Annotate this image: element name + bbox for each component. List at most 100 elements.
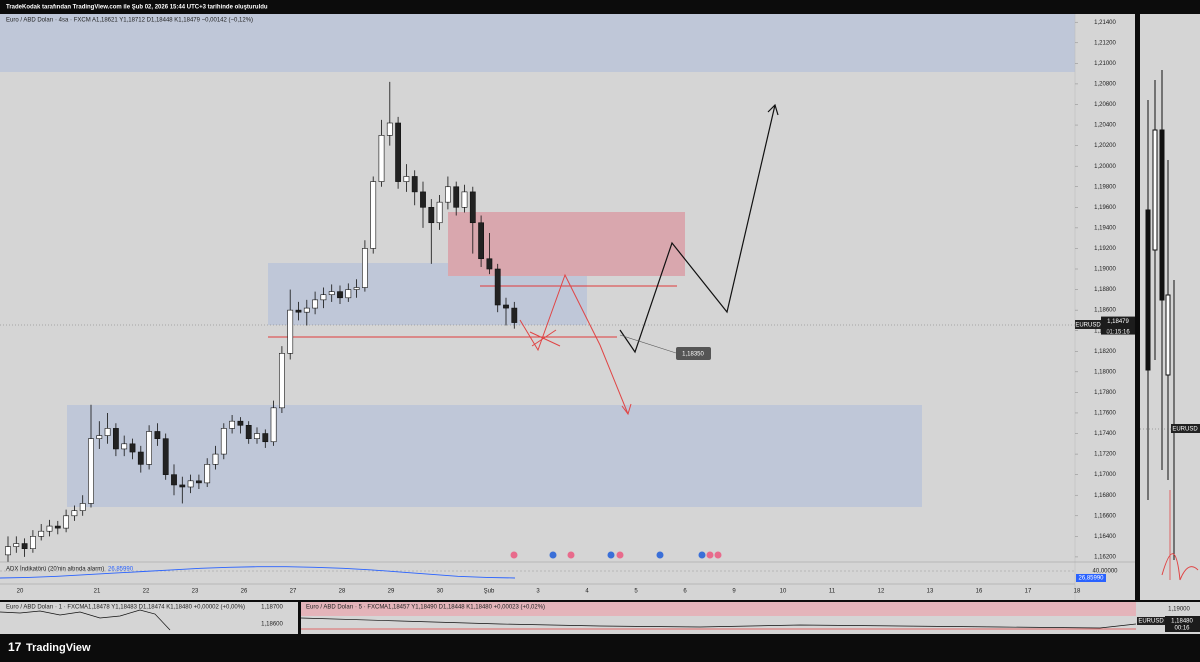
x-tick-label: 16: [976, 589, 983, 595]
candle-body: [436, 201, 443, 224]
candle-body: [303, 307, 310, 313]
candle-body: [287, 309, 294, 354]
panel-axis-label: 1,18600: [261, 622, 283, 628]
date-axis: 20 21 22 23 26 27 28 29 30 Şub 3 4 5 6 9 10 11 12 13 16 17 18: [17, 589, 1081, 595]
x-tick-label: 4: [585, 589, 589, 595]
candle-body: [453, 186, 460, 208]
symbol-tag-label: EURUSD: [1075, 323, 1101, 329]
y-tick-label: 1,17000: [1094, 472, 1116, 478]
y-tick-label: 1,17200: [1094, 452, 1116, 458]
y-tick-label: 1,16800: [1094, 493, 1116, 499]
candle-body: [353, 287, 360, 290]
candle-body: [38, 530, 45, 537]
attribution: TradeKodak tarafından TradingView.com il…: [6, 5, 268, 11]
side-candles: [1145, 70, 1175, 560]
x-tick-label: 20: [17, 589, 24, 595]
y-tick-label: 1,18800: [1094, 287, 1116, 293]
candle-body: [461, 191, 468, 208]
y-tick-label: 1,19800: [1094, 184, 1116, 190]
candle-body: [403, 176, 410, 182]
candle-body: [428, 207, 435, 224]
symbol-tag: [1171, 424, 1200, 433]
countdown: 00:16: [1174, 626, 1190, 632]
candle-body: [137, 451, 144, 465]
candle-body: [386, 122, 393, 136]
y-tick-label: 40,00000: [1092, 569, 1118, 575]
candle-body: [345, 289, 352, 299]
brand: TradingView: [26, 642, 91, 654]
event-icons: [510, 551, 722, 559]
candle-body: [254, 433, 260, 439]
arrowhead: [621, 403, 632, 416]
zone: [67, 405, 922, 507]
y-tick-label: 1,19000: [1094, 267, 1116, 273]
price-line: [300, 617, 1137, 629]
countdown: 01:15:16: [1106, 330, 1130, 336]
x-tick-label: 3: [536, 589, 540, 595]
candle-body: [370, 181, 377, 249]
symbol-tag: [1137, 617, 1165, 625]
x-tick-label: 30: [437, 589, 444, 595]
candle-body: [320, 294, 327, 301]
candle-body: [245, 424, 252, 439]
candle-body: [378, 135, 385, 182]
chart-title: Euro / ABD Doları · 4sa · FXCM: [6, 18, 91, 24]
candle-body: [262, 433, 269, 443]
x-tick-label: 6: [683, 589, 687, 595]
x-tick-label: 22: [143, 589, 150, 595]
panel-title: Euro / ABD Doları · 5 · FXCM: [306, 605, 384, 611]
panel-axis-label: 1,18700: [261, 605, 283, 611]
projection-arrow: [519, 273, 629, 415]
price-tag: [1165, 616, 1200, 632]
adx-line: [0, 566, 516, 579]
candle-body: [494, 268, 501, 306]
y-tick-label: 1,20600: [1094, 102, 1116, 108]
y-tick-label: 1,19200: [1094, 246, 1116, 252]
y-tick-label: 1,18200: [1094, 349, 1116, 355]
candle-body: [179, 484, 186, 488]
x-tick-label: 10: [780, 589, 787, 595]
x-tick-label: Şub: [484, 589, 495, 595]
x-tick-label: 13: [927, 589, 934, 595]
candle-body: [478, 222, 484, 260]
candle-body: [63, 515, 69, 529]
candle-body: [337, 291, 343, 299]
candle-body: [420, 191, 426, 208]
y-tick-label: 1,16400: [1094, 534, 1116, 540]
candle-body: [395, 122, 401, 182]
candle-body: [146, 431, 152, 465]
y-tick-label: 1,20400: [1094, 123, 1116, 129]
y-tick-label: 1,20000: [1094, 164, 1116, 170]
zone: [0, 14, 1075, 72]
candle-body: [162, 438, 169, 475]
candle-body: [237, 420, 244, 426]
y-tick-label: 1,18000: [1094, 369, 1116, 375]
x-tick-label: 18: [1074, 589, 1081, 595]
y-tick-label: 1,21000: [1094, 61, 1116, 67]
candle-body: [171, 474, 177, 486]
panel-legend: A1,18478 Y1,18483 D1,18474 K1,18480 +0,0…: [84, 605, 245, 611]
candle-body: [212, 453, 219, 465]
callout-line: [619, 334, 677, 354]
side-indicator: [1161, 553, 1199, 581]
ohlc-legend: A1,18621 Y1,18712 D1,18448 K1,18479 −0,0…: [92, 18, 253, 24]
y-tick-label: 1,18600: [1094, 308, 1116, 314]
candle-body: [29, 536, 36, 549]
logo-mark: 17: [8, 640, 22, 654]
candle-body: [5, 546, 11, 556]
x-tick-label: 21: [94, 589, 101, 595]
price-tag-label: 1,18479: [1107, 319, 1129, 325]
y-tick-label: 1,20200: [1094, 143, 1116, 149]
candles: [5, 81, 518, 563]
x-tick-label: 23: [192, 589, 199, 595]
candle-body: [328, 291, 335, 296]
y-tick-label: 1,19600: [1094, 205, 1116, 211]
candle-body: [113, 428, 119, 450]
price-tag-label: 1,18480: [1171, 619, 1193, 625]
candle-body: [71, 510, 78, 517]
panel-axis-label: 1,19000: [1168, 607, 1190, 613]
y-tick-label: 1,21400: [1094, 20, 1116, 26]
candle-body: [411, 176, 418, 193]
